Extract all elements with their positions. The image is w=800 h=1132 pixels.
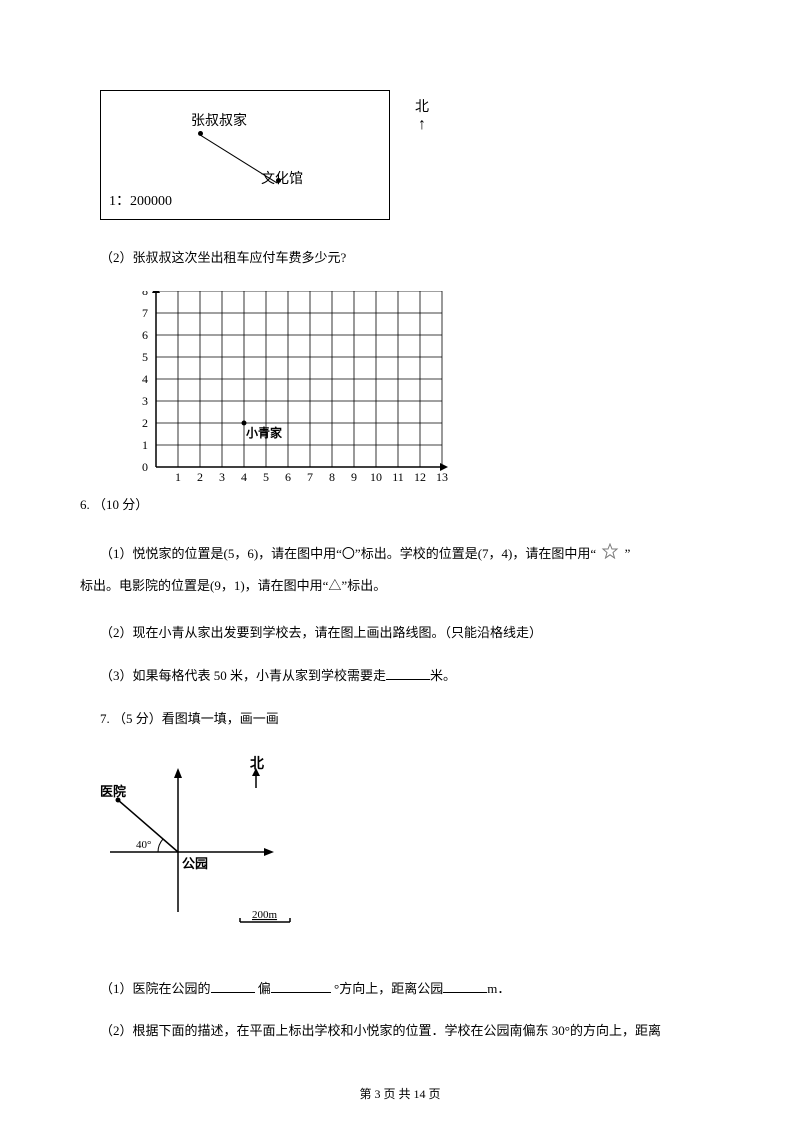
- svg-text:1: 1: [142, 438, 148, 452]
- map-culture-label: 文化馆: [261, 169, 303, 191]
- q6-prefix: 6. （10 分）: [80, 497, 148, 512]
- compass-diagram: 北 医院 40° 公园 200m: [100, 752, 720, 959]
- q7-p1-b: 偏: [258, 981, 271, 996]
- svg-text:3: 3: [219, 470, 225, 484]
- fill-blank[interactable]: [271, 980, 331, 993]
- svg-text:7: 7: [307, 470, 313, 484]
- star-icon: [599, 539, 621, 570]
- svg-text:北: 北: [250, 756, 264, 772]
- svg-text:10: 10: [370, 470, 382, 484]
- svg-text:0: 0: [142, 460, 148, 474]
- svg-text:8: 8: [142, 291, 148, 298]
- north-arrow-icon: ↑: [415, 119, 429, 132]
- svg-text:13: 13: [436, 470, 448, 484]
- q7-part2: （2）根据下面的描述，在平面上标出学校和小悦家的位置．学校在公园南偏东 30°的…: [100, 1021, 720, 1042]
- q6-p3-b: 米。: [430, 668, 456, 683]
- q6-p3-a: （3）如果每格代表 50 米，小青从家到学校需要走: [100, 668, 386, 683]
- fill-blank[interactable]: [443, 980, 487, 993]
- svg-text:2: 2: [142, 416, 148, 430]
- question-sub-2: （2）张叔叔这次坐出租车应付车费多少元?: [100, 248, 720, 269]
- footer-c: 页: [426, 1087, 441, 1101]
- svg-text:40°: 40°: [136, 839, 151, 851]
- svg-text:医院: 医院: [100, 784, 126, 799]
- svg-text:200m: 200m: [252, 909, 278, 921]
- svg-text:2: 2: [197, 470, 203, 484]
- q7-prefix: 7. （5 分）看图填一填，画一画: [100, 709, 720, 730]
- svg-text:3: 3: [142, 394, 148, 408]
- svg-text:6: 6: [142, 328, 148, 342]
- fill-blank[interactable]: [211, 980, 255, 993]
- svg-text:11: 11: [392, 470, 404, 484]
- svg-text:1: 1: [175, 470, 181, 484]
- q6-p1-a: （1）悦悦家的位置是(5，6)，请在图中用“〇”标出。学校的位置是(7，4)，请…: [100, 546, 596, 561]
- page-footer: 第 3 页 共 14 页: [0, 1085, 800, 1104]
- svg-text:4: 4: [142, 372, 148, 386]
- q7-p1-a: （1）医院在公园的: [100, 981, 211, 996]
- svg-text:7: 7: [142, 306, 148, 320]
- map-scale-label: 1：200000: [109, 191, 172, 213]
- svg-text:5: 5: [142, 350, 148, 364]
- footer-total: 14: [414, 1087, 426, 1101]
- svg-text:5: 5: [263, 470, 269, 484]
- svg-text:8: 8: [329, 470, 335, 484]
- svg-text:12: 12: [414, 470, 426, 484]
- compass-svg: 北 医院 40° 公园 200m: [100, 752, 340, 952]
- footer-a: 第: [359, 1087, 374, 1101]
- footer-b: 页 共: [380, 1087, 413, 1101]
- map-diagram: 张叔叔家 文化馆 1：200000 北 ↑: [100, 90, 390, 220]
- svg-text:小青家: 小青家: [246, 425, 283, 440]
- q6-part1: （1）悦悦家的位置是(5，6)，请在图中用“〇”标出。学校的位置是(7，4)，请…: [100, 538, 720, 602]
- grid-chart: 01234567812345678910111213小青家: [140, 291, 720, 491]
- grid-svg: 01234567812345678910111213小青家: [140, 291, 470, 491]
- q7-part1: （1）医院在公园的 偏 °方向上，距离公园 m．: [100, 979, 720, 1000]
- svg-text:4: 4: [241, 470, 247, 484]
- q6-part2: （2）现在小青从家出发要到学校去，请在图上画出路线图。（只能沿格线走）: [100, 623, 720, 644]
- fill-blank[interactable]: [386, 667, 430, 680]
- q6-part3: （3）如果每格代表 50 米，小青从家到学校需要走 米。: [100, 666, 720, 687]
- q6-p1-c: 标出。电影院的位置是(9，1)，请在图中用“△”标出。: [80, 570, 386, 601]
- svg-text:公园: 公园: [182, 856, 208, 871]
- q7-p1-d: m．: [487, 981, 510, 996]
- map-compass: 北 ↑: [415, 97, 429, 132]
- q7-p1-c: °方向上，距离公园: [334, 981, 443, 996]
- svg-text:9: 9: [351, 470, 357, 484]
- svg-text:6: 6: [285, 470, 291, 484]
- q6-p1-b: ”: [625, 546, 631, 561]
